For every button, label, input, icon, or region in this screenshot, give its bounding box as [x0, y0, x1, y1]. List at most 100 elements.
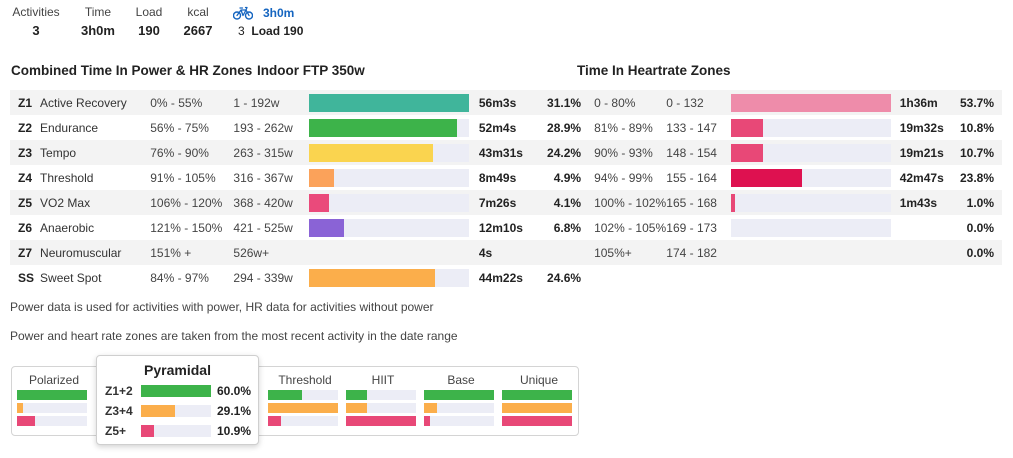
hr-zone-bar-cell: [731, 190, 900, 215]
distribution-label: HIIT: [371, 373, 395, 387]
distribution-bar-track: [346, 403, 416, 413]
hr-zone-bar-fill: [731, 168, 802, 187]
hr-zone-percent-range: 90% - 93%: [581, 140, 667, 165]
tooltip-row: Z1+2 60.0%: [105, 383, 255, 398]
tooltip-bar-fill: [141, 425, 154, 437]
zone-code: Z4: [18, 170, 33, 185]
stat-activities: Activities 3: [10, 5, 62, 40]
distribution-tooltip: Pyramidal Z1+2 60.0% Z3+4 29.1% Z5+ 10.9%: [96, 355, 259, 445]
tooltip-zone-key: Z1+2: [105, 384, 133, 398]
stat-value: 3: [32, 23, 40, 38]
hr-zone-percent-range: 100% - 102%: [581, 190, 667, 215]
zone-percent-range: 91% - 105%: [150, 170, 216, 185]
distribution-bar-track: [502, 390, 572, 400]
stat-load: Load 190: [132, 5, 166, 40]
zone-percent-range: 106% - 120%: [150, 190, 234, 215]
hr-zone-bpm-range: 165 - 168: [666, 190, 732, 215]
hr-zone-percent: 0.0%: [959, 240, 1002, 265]
hr-zone-bar-cell: [731, 215, 899, 240]
hr-zone-percent-range: 81% - 89%: [594, 120, 653, 135]
hr-zone-percent-range: 0 - 80%: [581, 90, 667, 115]
distribution-bar-track: [268, 416, 338, 426]
zone-percent: 24.6%: [547, 270, 582, 285]
zone-name: Neuromuscular: [40, 240, 151, 265]
distribution-bar-fill: [424, 390, 494, 400]
hr-zone-percent: 53.7%: [959, 90, 1002, 115]
distribution-label: Threshold: [278, 373, 332, 387]
hr-zone-bar-cell: [731, 90, 900, 115]
zone-watts-range: 294 - 339w: [233, 270, 293, 285]
zone-row-z6: Z6 Anaerobic 121% - 150% 421 - 525w 12m10s 6.…: [10, 215, 1002, 240]
zone-bar-track: [308, 268, 469, 287]
hr-zone-time: 19m21s: [899, 140, 960, 165]
distribution-unique[interactable]: Unique: [502, 367, 576, 426]
stat-label: Time: [84, 5, 112, 19]
zone-name: VO2 Max: [40, 190, 151, 215]
tooltip-zone-key: Z3+4: [105, 404, 133, 418]
distribution-bar-fill: [502, 403, 572, 413]
zone-percent-range: 56% - 75%: [150, 120, 209, 135]
distribution-bar-fill: [502, 390, 572, 400]
distribution-bar-fill: [346, 416, 416, 426]
tooltip-bar-fill: [141, 405, 175, 417]
zone-name: Endurance: [40, 120, 99, 135]
zone-watts-range: 1 - 192w: [233, 90, 309, 115]
power-data-note: Power data is used for activities with p…: [10, 300, 434, 314]
zone-bar-track: [308, 218, 469, 237]
zone-code: Z5: [10, 190, 41, 215]
zone-percent: [538, 240, 582, 265]
zone-row-z2: Z2 Endurance 56% - 75% 193 - 262w 52m4s 28.9%…: [10, 115, 1002, 140]
zone-time: 4s: [478, 240, 539, 265]
hr-zone-time: 19m32s: [899, 120, 944, 135]
zone-bar-fill: [308, 218, 344, 237]
hr-zone-bar-fill: [731, 143, 764, 162]
distribution-bar-fill: [17, 403, 23, 413]
hr-zone-bpm-range: 133 - 147: [666, 120, 717, 135]
distribution-base[interactable]: Base: [424, 367, 498, 426]
hr-zone-bpm-range: 155 - 164: [666, 170, 717, 185]
zone-bar-track: [308, 193, 469, 212]
hr-zone-percent: 1.0%: [959, 190, 1002, 215]
hr-zone-percent: 10.7%: [959, 140, 1002, 165]
combined-zones-title: Combined Time In Power & HR Zones: [11, 63, 253, 78]
hr-zone-bar-fill: [731, 118, 764, 137]
stat-kcal: kcal 2667: [180, 5, 216, 40]
zone-percent-range: 0% - 55%: [150, 90, 234, 115]
zone-percent: 24.2%: [538, 140, 582, 165]
hr-zone-bpm-range: 148 - 154: [666, 140, 732, 165]
zone-code: Z1: [10, 90, 41, 115]
tooltip-bar-track: [141, 385, 211, 397]
zone-bar-cell: [308, 115, 479, 140]
distribution-bar-track: [268, 403, 338, 413]
tooltip-bar-track: [141, 405, 211, 417]
distribution-bar-track: [17, 416, 87, 426]
hr-zone-time: [899, 240, 960, 265]
zone-time: 8m49s: [478, 170, 517, 185]
distribution-hiit[interactable]: HIIT: [346, 367, 420, 426]
hr-zone-bar-fill: [731, 193, 735, 212]
tooltip-title: Pyramidal: [144, 362, 211, 378]
distribution-bar-fill: [268, 390, 302, 400]
distribution-bar-fill: [346, 390, 367, 400]
stat-label: Activities: [12, 5, 60, 19]
hr-zone-time: [900, 265, 960, 290]
hr-zone-bar-cell: [731, 240, 900, 265]
zone-row-ss: SS Sweet Spot 84% - 97% 294 - 339w 44m22s 24.…: [10, 265, 1002, 290]
distribution-polarized[interactable]: Polarized: [17, 367, 91, 426]
stat-value: 190: [138, 23, 160, 38]
hr-zone-percent: 10.8%: [959, 120, 994, 135]
zone-watts-range: 368 - 420w: [233, 190, 309, 215]
distribution-threshold[interactable]: Threshold: [268, 367, 342, 426]
ride-time: 3h0m: [263, 6, 295, 20]
zone-bar-cell: [308, 265, 479, 290]
distribution-bar-track: [502, 403, 572, 413]
hr-zone-time: [900, 215, 960, 240]
tooltip-zone-key: Z5+: [105, 424, 127, 438]
distribution-bar-fill: [268, 416, 281, 426]
zone-bar-track: [308, 93, 469, 112]
zone-bar-fill: [308, 193, 330, 212]
hr-zone-bar-fill: [731, 93, 892, 112]
zone-percent: 4.9%: [553, 170, 582, 185]
ftp-title: Indoor FTP 350w: [257, 63, 365, 78]
stat-value: 3h0m: [81, 23, 115, 38]
